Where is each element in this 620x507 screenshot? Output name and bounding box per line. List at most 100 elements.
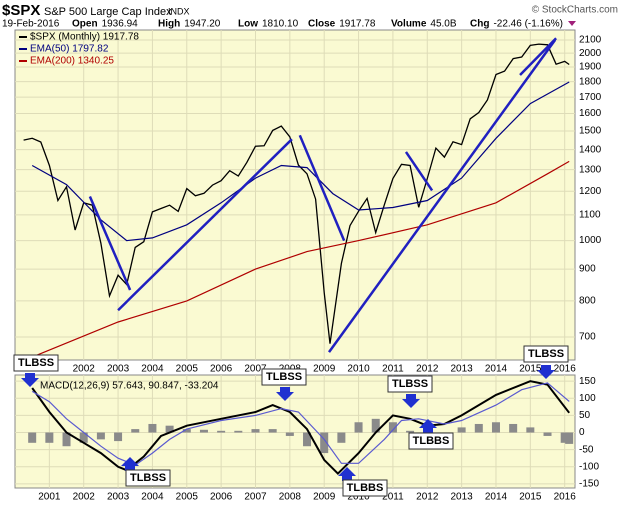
y-tick-label: -50 xyxy=(579,444,594,455)
annotation-label: TLBSS xyxy=(528,348,564,360)
legend-entry: $SPX (Monthly) 1917.78 xyxy=(30,32,139,43)
annotation-label: TLBSS xyxy=(130,472,166,484)
date: 19-Feb-2016 xyxy=(2,19,60,30)
header-value: 1810.10 xyxy=(262,19,299,30)
header-value: -22.46 (-1.16%) xyxy=(493,19,562,30)
histogram-bar xyxy=(285,432,294,436)
x-tick-label: 2009 xyxy=(313,492,336,503)
annotation-arrow xyxy=(21,373,39,387)
annotation-box xyxy=(523,345,569,363)
legend-entry: EMA(50) 1797.82 xyxy=(30,44,109,55)
histogram-bar xyxy=(79,432,88,443)
x-tick-label: 2016 xyxy=(554,364,577,375)
x-tick-label: 2006 xyxy=(210,492,233,503)
histogram-bar xyxy=(406,430,415,433)
macd-legend: MACD(12,26,9) 57.643, 90.847, -33.204 xyxy=(40,381,219,392)
y-tick-label: -150 xyxy=(579,479,599,490)
y-tick-label: 1400 xyxy=(579,144,602,155)
x-tick-label: 2013 xyxy=(451,364,474,375)
histogram-bar xyxy=(165,425,174,433)
histogram-bar xyxy=(337,432,346,443)
histogram-bar xyxy=(491,422,500,433)
histogram-bar xyxy=(509,423,518,433)
histogram-bar xyxy=(114,432,123,442)
x-tick-label: 2003 xyxy=(107,364,130,375)
y-tick-label: 50 xyxy=(579,410,591,421)
copyright: © StockCharts.com xyxy=(532,5,618,16)
trendline xyxy=(327,39,557,353)
annotation-box xyxy=(342,479,388,497)
x-tick-label: 2010 xyxy=(347,364,370,375)
x-tick-label: 2009 xyxy=(313,364,336,375)
annotation-arrow xyxy=(419,419,437,433)
y-tick-label: 1100 xyxy=(579,209,601,220)
histogram-bar xyxy=(131,429,140,433)
y-tick-label: 800 xyxy=(579,296,596,307)
y-tick-label: 1600 xyxy=(579,108,602,119)
header-label: Open xyxy=(72,19,98,30)
x-tick-label: 2005 xyxy=(176,492,199,503)
histogram-bar xyxy=(28,432,37,443)
y-tick-label: 150 xyxy=(579,376,596,387)
histogram-bar xyxy=(199,429,208,433)
x-tick-label: 2010 xyxy=(347,492,370,503)
header-label: High xyxy=(158,19,180,30)
histogram-bar xyxy=(371,418,380,433)
histogram-bar xyxy=(560,432,569,443)
price-panel xyxy=(14,29,576,361)
header-value: 1936.94 xyxy=(102,19,139,30)
histogram-bar xyxy=(354,422,363,433)
annotation-label: TLBSS xyxy=(266,371,302,383)
x-tick-label: 2007 xyxy=(244,364,267,375)
y-tick-label: 1900 xyxy=(579,62,602,73)
price-line xyxy=(31,81,570,242)
header-value: 1947.20 xyxy=(184,19,221,30)
symbol: $SPX xyxy=(2,2,40,19)
x-tick-label: 2004 xyxy=(141,492,164,503)
trendline xyxy=(404,151,434,192)
y-tick-label: 700 xyxy=(579,332,596,343)
histogram-bar xyxy=(388,422,397,433)
x-tick-label: 2011 xyxy=(382,492,404,503)
header-label: Low xyxy=(238,19,258,30)
histogram-bar xyxy=(182,429,191,433)
x-tick-label: 2016 xyxy=(554,492,577,503)
x-tick-label: 2015 xyxy=(519,492,542,503)
macd-line xyxy=(31,380,570,476)
histogram-bar xyxy=(526,427,535,433)
histogram-bar xyxy=(543,432,552,436)
trendline xyxy=(88,196,132,291)
x-tick-label: 2005 xyxy=(176,364,199,375)
histogram-bar xyxy=(217,430,226,433)
annotation-box xyxy=(125,469,171,487)
annotation-box xyxy=(408,432,454,450)
y-tick-label: 1200 xyxy=(579,186,602,197)
exchange: INDX xyxy=(168,6,190,16)
annotation-arrow xyxy=(338,467,356,481)
histogram-bar xyxy=(320,432,329,454)
y-tick-label: 2000 xyxy=(579,48,602,59)
header-value: 45.0B xyxy=(430,19,456,30)
y-tick-label: -100 xyxy=(579,461,599,472)
y-tick-label: 1700 xyxy=(579,92,602,103)
y-tick-label: 900 xyxy=(579,264,596,275)
y-tick-label: 0 xyxy=(579,427,585,438)
x-tick-label: 2011 xyxy=(382,364,404,375)
histogram-bar xyxy=(268,429,277,433)
x-tick-label: 2008 xyxy=(279,492,302,503)
legend-entry: EMA(200) 1340.25 xyxy=(30,56,114,67)
annotation-label: TLBBS xyxy=(413,435,450,447)
annotation-label: TLBBS xyxy=(347,482,384,494)
x-tick-label: 2013 xyxy=(451,492,474,503)
y-tick-label: 1500 xyxy=(579,126,602,137)
annotation-label: TLBSS xyxy=(392,378,428,390)
x-tick-label: 2002 xyxy=(73,364,96,375)
x-tick-label: 2003 xyxy=(107,492,130,503)
y-tick-label: 1300 xyxy=(579,164,602,175)
trendline xyxy=(117,138,293,312)
annotation-arrow xyxy=(121,457,139,471)
annotation-box xyxy=(13,354,59,372)
header-label: Close xyxy=(308,19,336,30)
histogram-bar xyxy=(565,432,574,444)
